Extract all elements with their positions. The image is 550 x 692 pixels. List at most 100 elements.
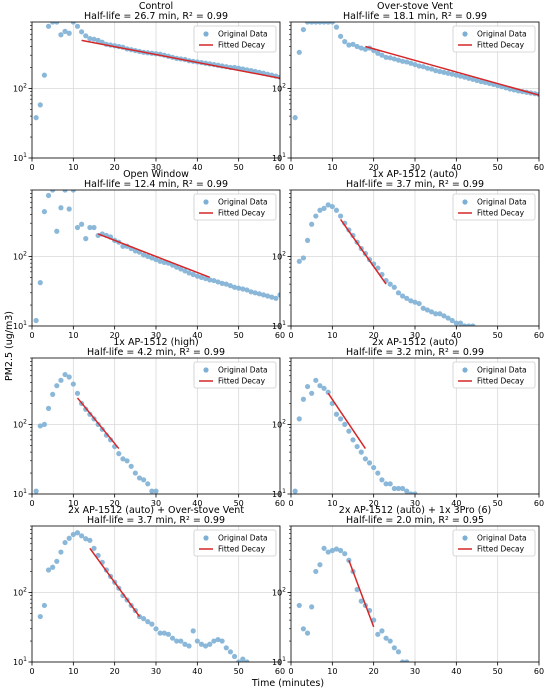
data-point xyxy=(325,549,331,555)
fitted-decay-line xyxy=(348,559,375,628)
x-tick-label: 40 xyxy=(192,331,202,340)
legend-label-fit: Fitted Decay xyxy=(477,545,525,554)
x-tick-label: 10 xyxy=(327,499,337,508)
legend-marker-original xyxy=(203,199,209,205)
data-point xyxy=(50,564,56,570)
data-point xyxy=(329,203,335,210)
data-point xyxy=(236,285,242,291)
data-point xyxy=(58,549,64,555)
fitted-decay-line xyxy=(365,45,539,96)
data-point xyxy=(453,72,459,78)
data-point xyxy=(383,481,389,487)
data-point xyxy=(453,320,459,326)
data-point xyxy=(395,57,402,63)
legend-label-fit: Fitted Decay xyxy=(218,41,266,50)
panel-subtitle: Half-life = 18.1 min, R² = 0.99 xyxy=(343,11,487,22)
panel-subtitle: Half-life = 3.7 min, R² = 0.99 xyxy=(87,515,225,526)
data-point xyxy=(296,49,302,55)
y-tick-label: 101 xyxy=(272,656,286,667)
x-tick-label: 20 xyxy=(369,163,379,172)
x-tick-label: 60 xyxy=(534,331,544,340)
data-point xyxy=(313,377,319,383)
data-point xyxy=(371,464,377,471)
x-tick-label: 20 xyxy=(110,331,120,340)
data-point xyxy=(120,243,126,249)
data-point xyxy=(178,638,184,644)
data-point xyxy=(74,23,81,29)
y-tick-label: 101 xyxy=(13,152,27,163)
x-tick-label: 10 xyxy=(68,667,78,676)
data-point xyxy=(338,33,344,39)
y-tick-label: 102 xyxy=(13,250,27,261)
data-point xyxy=(441,69,447,75)
data-point xyxy=(45,567,52,573)
data-point xyxy=(296,602,302,609)
data-point xyxy=(62,539,68,546)
data-point xyxy=(321,545,327,551)
data-point xyxy=(346,428,352,434)
x-tick-label: 60 xyxy=(534,499,544,508)
data-point xyxy=(466,323,472,326)
data-point xyxy=(296,416,302,422)
data-point xyxy=(462,74,468,80)
data-point xyxy=(66,374,72,380)
panel-title: 2x AP-1512 (auto) + 1x 3Pro (6) xyxy=(339,505,491,516)
panel-subtitle: Half-life = 2.0 min, R² = 0.95 xyxy=(346,515,484,526)
data-point xyxy=(400,659,406,662)
legend-label-fit: Fitted Decay xyxy=(477,377,525,386)
data-point xyxy=(244,287,250,293)
data-point xyxy=(408,298,414,304)
data-point xyxy=(91,36,97,42)
data-point xyxy=(342,39,348,45)
legend: Original Data Fitted Decay xyxy=(452,25,536,53)
data-point xyxy=(45,192,52,199)
data-point xyxy=(420,305,426,311)
data-point xyxy=(362,456,368,462)
data-point xyxy=(79,221,85,227)
data-point xyxy=(408,60,414,66)
data-point xyxy=(153,488,159,494)
data-point xyxy=(37,280,43,286)
legend-label-original: Original Data xyxy=(477,366,527,375)
x-tick-label: 10 xyxy=(327,163,337,172)
data-point xyxy=(350,41,356,47)
legend: Original Data Fitted Decay xyxy=(193,193,277,221)
data-point xyxy=(408,491,414,494)
data-point xyxy=(338,416,344,422)
data-point xyxy=(169,635,176,641)
data-point xyxy=(54,228,60,234)
legend: Original Data Fitted Decay xyxy=(452,529,536,557)
data-point xyxy=(157,258,163,264)
data-point xyxy=(313,568,319,575)
data-point xyxy=(203,275,209,282)
x-tick-label: 20 xyxy=(110,499,120,508)
data-point xyxy=(153,256,159,263)
legend-label-original: Original Data xyxy=(477,534,527,543)
data-point xyxy=(317,22,323,25)
data-point xyxy=(387,481,393,487)
data-point xyxy=(70,190,76,193)
x-tick-label: 20 xyxy=(369,667,379,676)
x-tick-label: 20 xyxy=(369,499,379,508)
legend-marker-original xyxy=(462,367,468,373)
data-point xyxy=(366,460,373,466)
legend-marker-original xyxy=(203,367,209,373)
y-tick-label: 101 xyxy=(272,320,286,331)
fitted-decay-line xyxy=(97,233,211,279)
data-point xyxy=(186,643,192,649)
data-point xyxy=(141,477,147,483)
x-tick-label: 40 xyxy=(451,499,461,508)
data-point xyxy=(387,281,393,287)
data-point xyxy=(433,311,439,317)
data-point xyxy=(161,630,167,636)
data-point xyxy=(358,598,364,604)
panel-7: 2x AP-1512 (auto) + Over-stove VentHalf-… xyxy=(13,505,285,676)
data-point xyxy=(292,488,298,494)
data-point xyxy=(248,289,254,295)
data-point xyxy=(420,64,426,70)
data-point xyxy=(437,68,443,75)
y-tick-label: 101 xyxy=(272,152,286,163)
data-point xyxy=(62,371,68,378)
data-point xyxy=(128,463,134,469)
data-point xyxy=(45,23,52,29)
